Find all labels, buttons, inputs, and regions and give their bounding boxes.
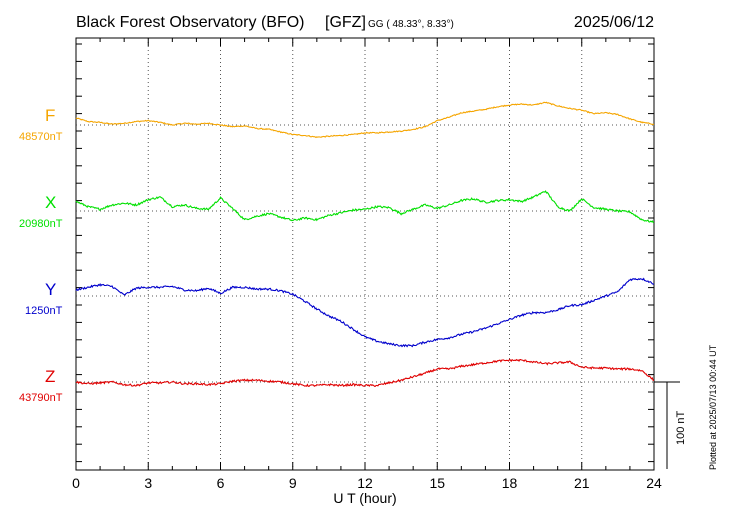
x-tick-label: 3 — [144, 475, 152, 491]
scale-bar-label: 100 nT — [675, 410, 687, 445]
x-tick-labels: 0 3 6 9 12 15 18 21 24 — [72, 475, 662, 491]
label-X: X — [45, 193, 56, 212]
org-label: [GFZ] — [325, 14, 366, 31]
series-line-X — [75, 190, 655, 223]
x-tick-label: 15 — [429, 475, 445, 491]
x-tick-label: 18 — [502, 475, 518, 491]
baseline-X: 20980nT — [19, 218, 63, 230]
label-Z: Z — [45, 367, 55, 386]
baseline-F: 48570nT — [19, 131, 63, 143]
baseline-Z: 43790nT — [19, 392, 63, 404]
x-axis-label: U T (hour) — [333, 490, 396, 506]
x-tick-label: 21 — [574, 475, 590, 491]
station-title: Black Forest Observatory (BFO) — [76, 14, 305, 31]
date-label: 2025/06/12 — [574, 14, 654, 31]
x-tick-label: 9 — [289, 475, 297, 491]
x-tick-label: 0 — [72, 475, 80, 491]
series-layer — [75, 101, 655, 388]
plotted-timestamp: Plotted at 2025/07/13 00:44 UT — [708, 344, 718, 470]
series-line-Y — [75, 277, 655, 348]
x-tick-label: 12 — [357, 475, 373, 491]
series-line-F — [75, 101, 655, 139]
coordinates-label: GG ( 48.33°, 8.33°) — [368, 19, 454, 30]
x-tick-label: 6 — [217, 475, 225, 491]
frame-ticks — [75, 38, 655, 470]
series-line-Z — [75, 358, 654, 388]
grid-lines — [76, 38, 654, 470]
x-tick-label: 24 — [646, 475, 662, 491]
label-F: F — [45, 106, 55, 125]
baseline-Y: 1250nT — [25, 305, 63, 317]
label-Y: Y — [45, 280, 56, 299]
